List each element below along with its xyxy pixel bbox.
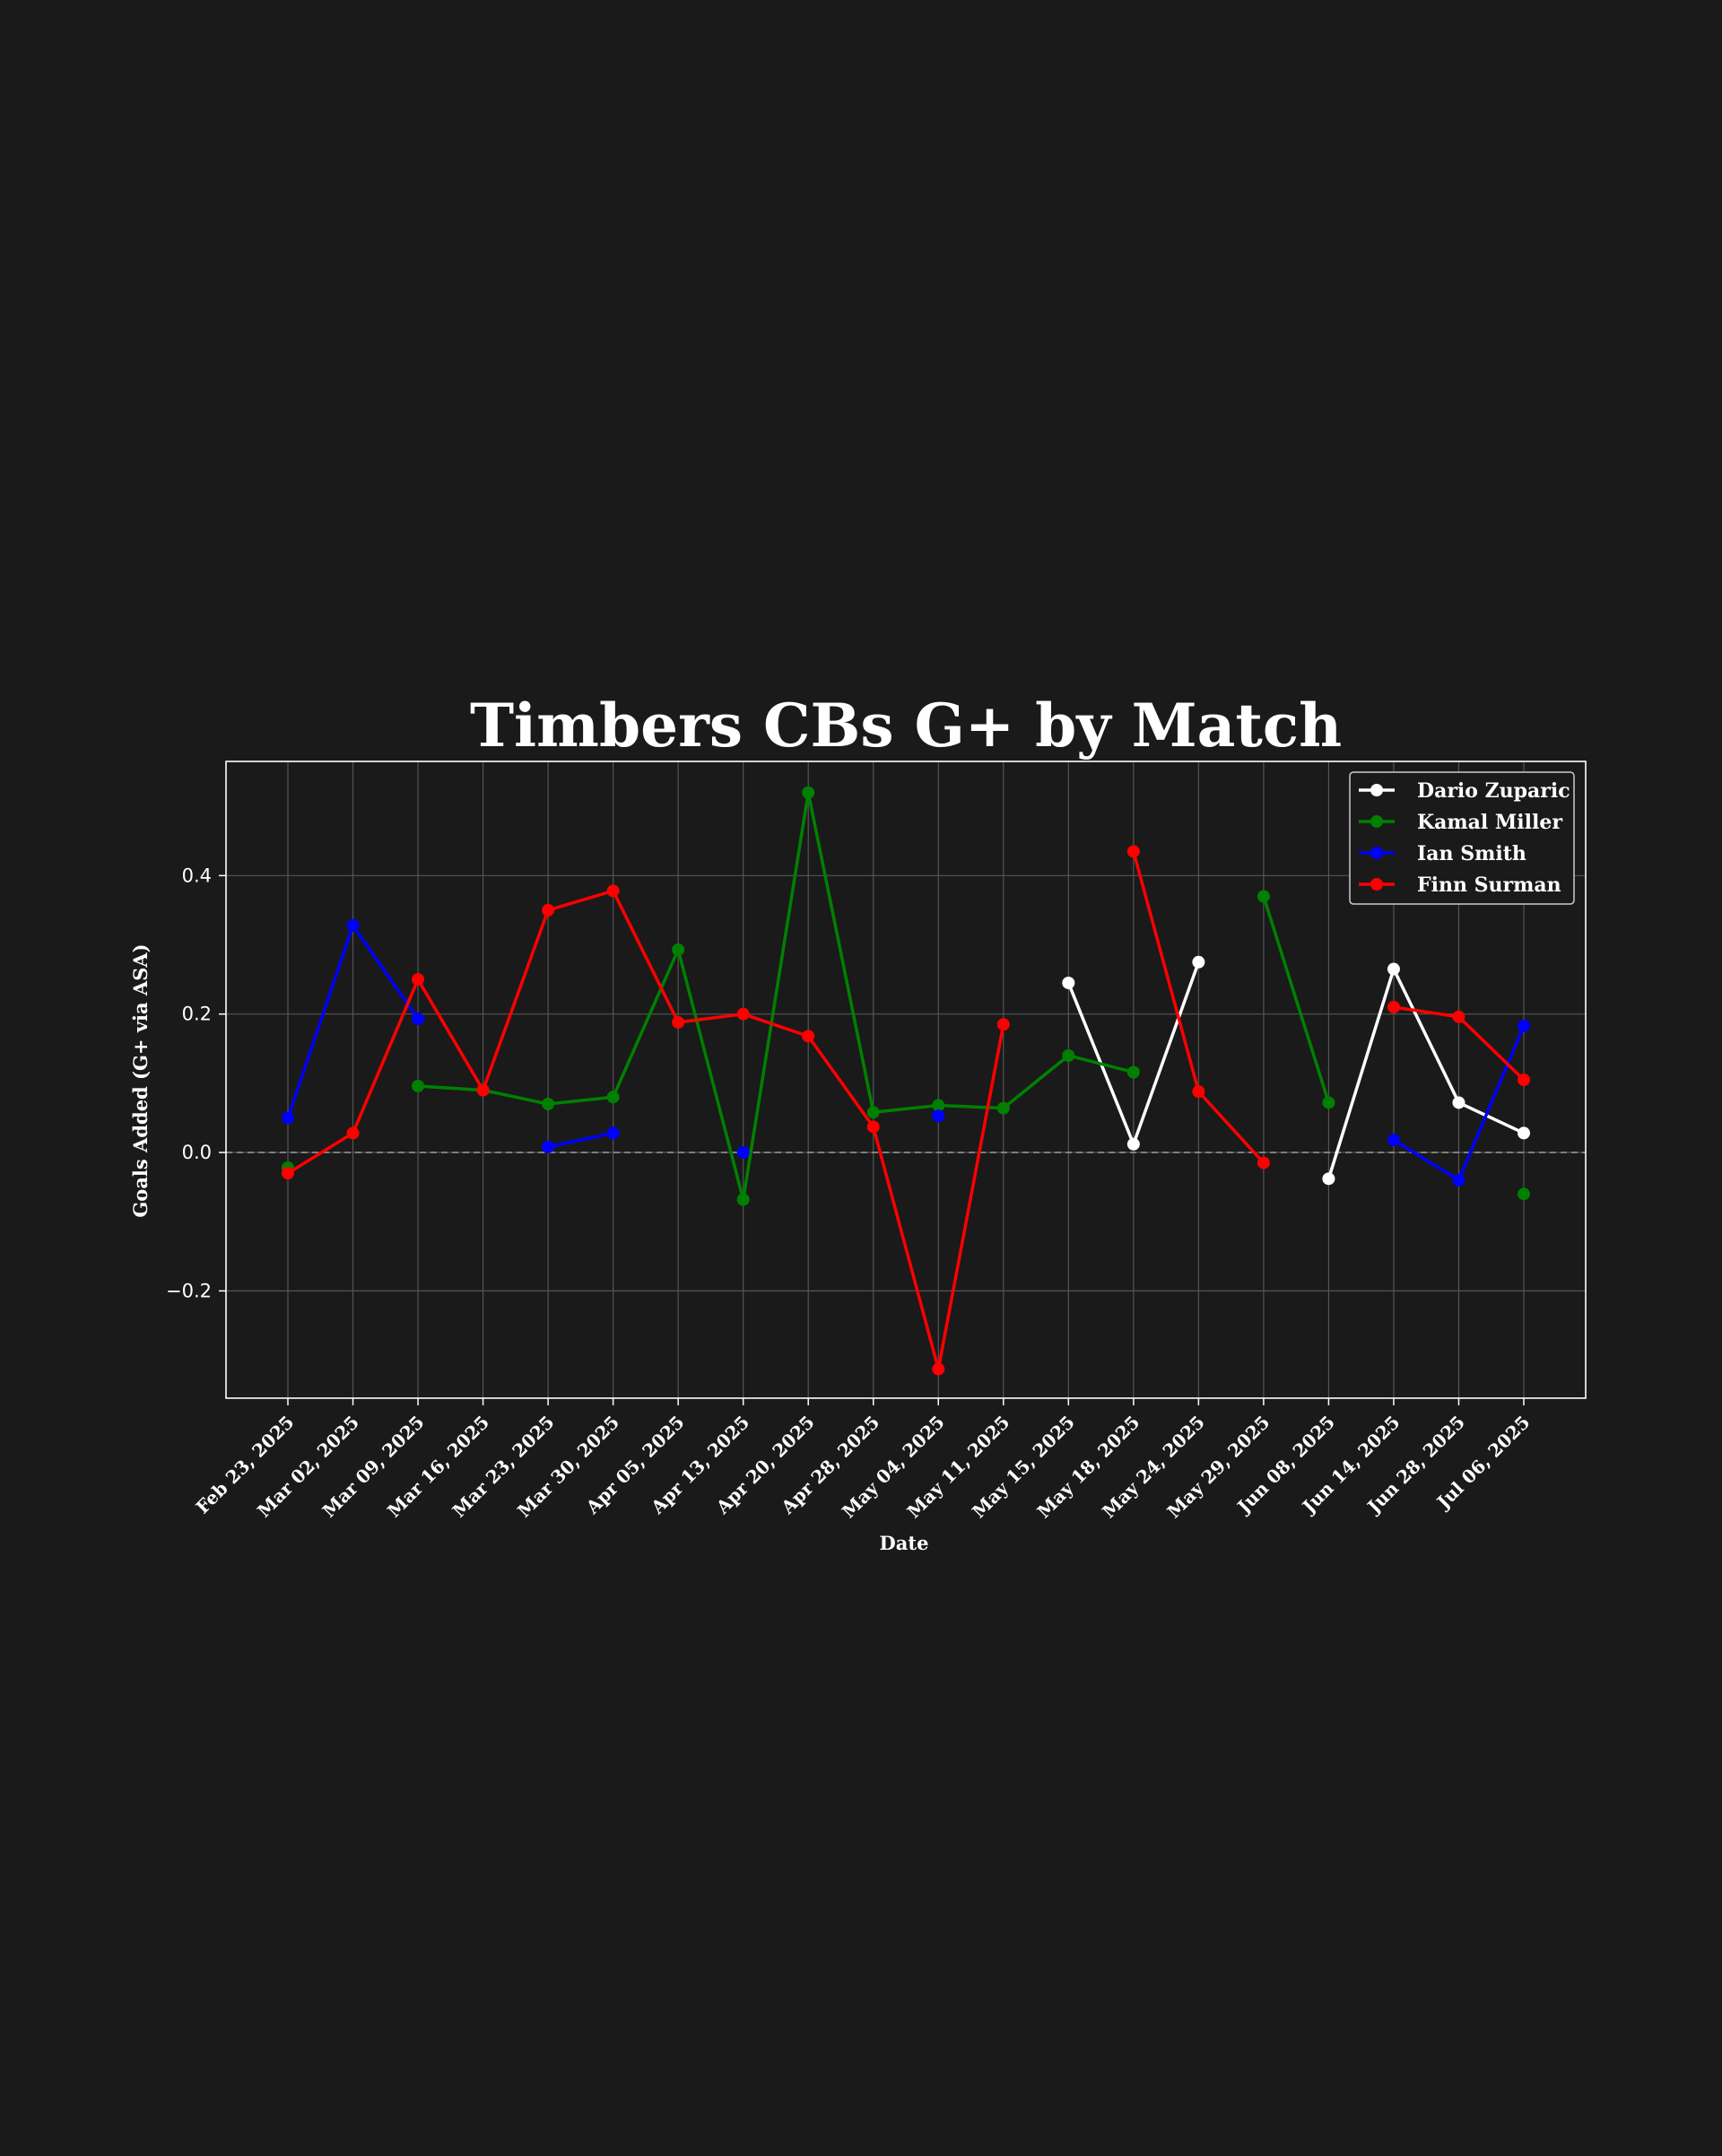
data-point <box>1062 976 1075 989</box>
data-point <box>1518 1187 1530 1201</box>
data-point <box>1518 1074 1530 1086</box>
legend-entry: Kamal Miller <box>1417 811 1562 834</box>
legend-swatch-marker <box>1370 815 1383 828</box>
y-axis-label: Goals Added (G+ via ASA) <box>129 943 152 1217</box>
data-point <box>1387 1000 1400 1013</box>
chart-title: Timbers CBs G+ by Match <box>470 691 1342 761</box>
legend-entry: Ian Smith <box>1417 842 1526 865</box>
data-point <box>542 1098 555 1111</box>
legend-entry: Finn Surman <box>1417 874 1561 897</box>
data-point <box>282 1111 294 1125</box>
data-point <box>932 1109 945 1123</box>
data-point <box>932 1099 945 1112</box>
x-axis-label: Date <box>880 1532 929 1554</box>
data-point <box>1387 962 1400 976</box>
data-point <box>672 1015 685 1029</box>
data-point <box>1452 1010 1465 1023</box>
data-point <box>1387 1134 1400 1147</box>
data-point <box>606 1126 620 1140</box>
y-tick-label: 0.4 <box>182 865 212 886</box>
data-point <box>542 903 555 917</box>
data-point <box>282 1167 294 1180</box>
data-point <box>996 1101 1010 1115</box>
series-line <box>1326 967 1525 1179</box>
series-line <box>287 889 1005 1371</box>
data-point <box>1518 1019 1530 1032</box>
series-line <box>1262 895 1331 1103</box>
y-tick-label: −0.2 <box>166 1280 212 1301</box>
series-dario-zuparic <box>1062 955 1530 1186</box>
data-point <box>476 1083 490 1097</box>
data-point <box>866 1106 880 1119</box>
series-line <box>547 1131 613 1149</box>
legend-entry: Dario Zuparic <box>1417 779 1570 803</box>
series-ian-smith <box>282 918 1530 1187</box>
data-point <box>802 1030 815 1043</box>
data-point <box>1062 1048 1075 1062</box>
data-point <box>1452 1173 1465 1187</box>
data-point <box>1126 845 1140 858</box>
legend-swatch-marker <box>1370 847 1383 859</box>
data-point <box>412 1079 425 1092</box>
data-point <box>1322 1096 1335 1109</box>
data-point <box>1257 890 1270 903</box>
legend-swatch-marker <box>1370 784 1383 796</box>
data-point <box>412 973 425 987</box>
legend: Dario Zuparic Kamal Miller Ian Smith Finn S… <box>1349 771 1575 905</box>
data-point <box>1192 1085 1205 1099</box>
series-finn-surman <box>282 845 1530 1376</box>
data-point <box>1192 955 1205 969</box>
data-point <box>1126 1137 1140 1151</box>
data-point <box>412 1013 425 1026</box>
data-point <box>1257 1156 1270 1169</box>
data-point <box>1452 1096 1465 1109</box>
data-point <box>346 1126 360 1140</box>
data-point <box>802 786 815 799</box>
data-point <box>1322 1172 1335 1186</box>
data-point <box>736 1146 750 1160</box>
data-point <box>606 1091 620 1104</box>
data-point <box>736 1193 750 1206</box>
data-point <box>1518 1126 1530 1140</box>
data-point <box>866 1120 880 1134</box>
data-point <box>346 918 360 932</box>
plot-frame <box>225 761 1587 1399</box>
data-point <box>932 1362 945 1376</box>
data-point <box>736 1007 750 1021</box>
y-tick-label: 0.2 <box>182 1004 212 1025</box>
data-point <box>672 943 685 956</box>
y-tick-label: 0.0 <box>182 1142 212 1163</box>
data-point <box>606 884 620 898</box>
series-line <box>417 790 1135 1202</box>
data-point <box>996 1018 1010 1031</box>
legend-swatch-marker <box>1370 878 1383 891</box>
legend-frame <box>1349 771 1575 905</box>
data-point <box>1126 1065 1140 1079</box>
data-point <box>542 1140 555 1153</box>
series-kamal-miller <box>282 786 1530 1206</box>
